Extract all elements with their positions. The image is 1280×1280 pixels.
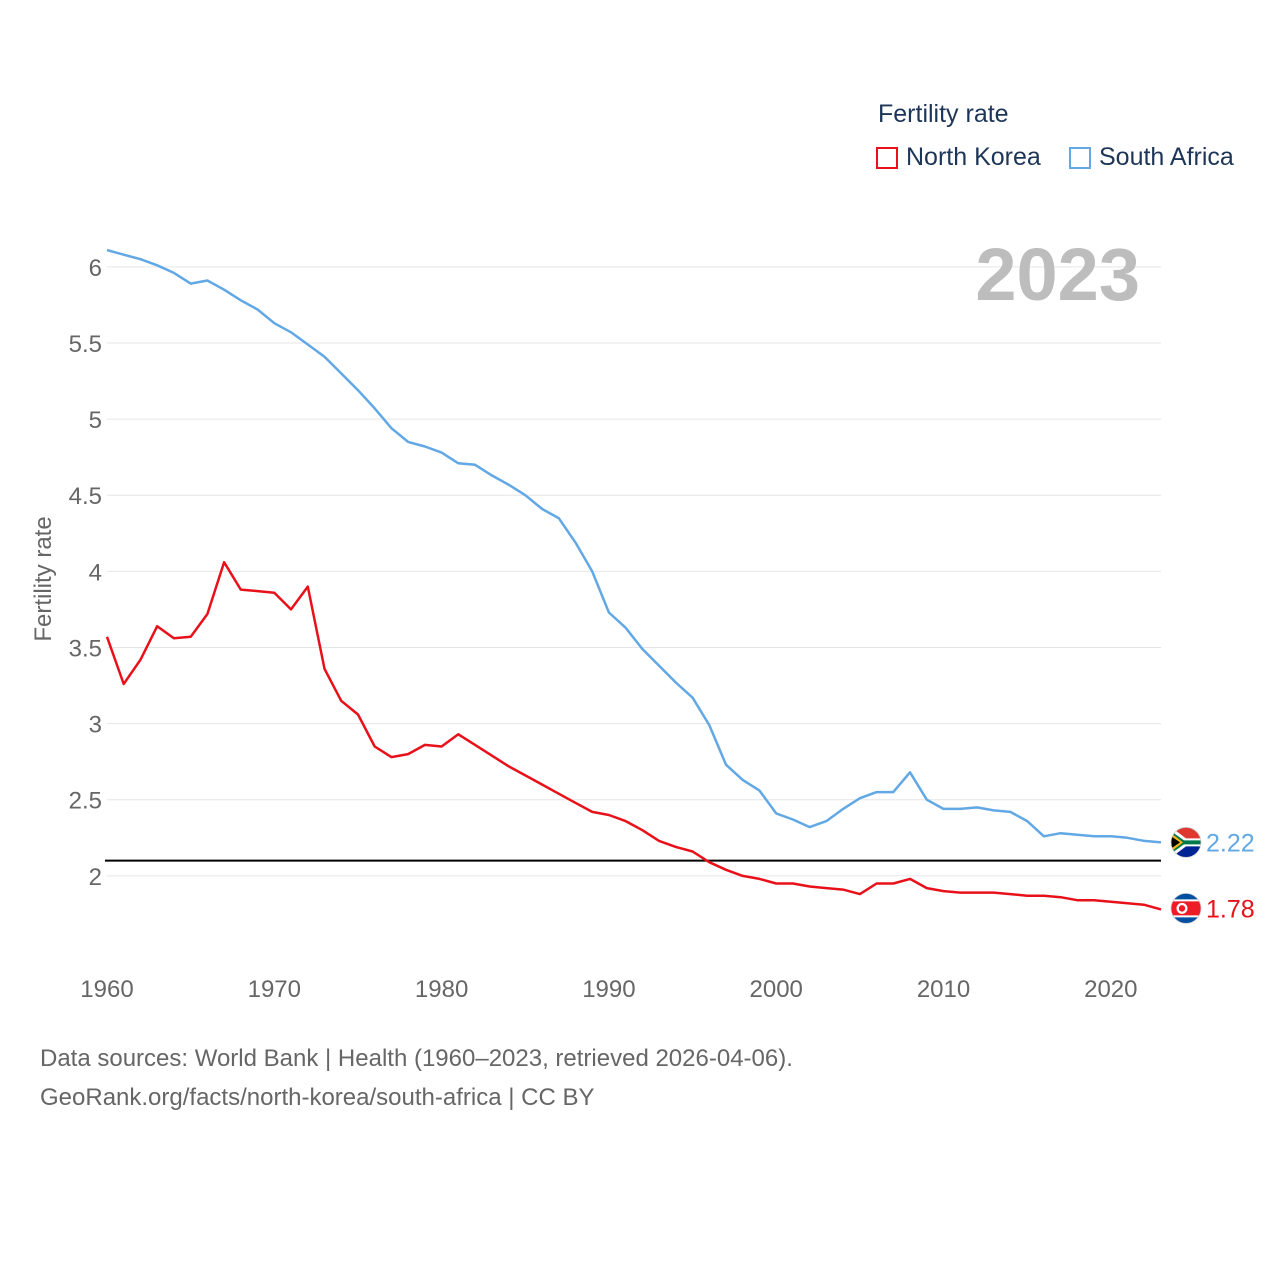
legend-label-north-korea: North Korea (906, 143, 1041, 171)
legend-item-north-korea[interactable]: North Korea (876, 143, 1041, 172)
source-url[interactable]: GeoRank.org/facts/north-korea/south-afri… (40, 1084, 595, 1111)
y-axis-ticks: 2 2.5 3 3.5 4 4.5 5 5.5 6 (69, 255, 102, 891)
x-tick-label: 2000 (750, 976, 803, 1003)
y-tick-label: 5.5 (69, 331, 102, 358)
y-tick-label: 4.5 (69, 483, 102, 510)
gridlines (107, 266, 1161, 877)
series-line-south-africa[interactable] (106, 248, 1162, 844)
y-axis-label: Fertility rate (30, 516, 57, 641)
legend-label-south-africa: South Africa (1099, 143, 1234, 171)
x-tick-label: 2020 (1084, 976, 1137, 1003)
y-tick-label: 3.5 (69, 635, 102, 662)
x-tick-label: 1970 (248, 976, 301, 1003)
y-tick-label: 6 (89, 255, 102, 282)
end-label-north-korea: 1.78 (1206, 895, 1255, 923)
y-tick-label: 5 (89, 407, 102, 434)
year-badge: 2023 (975, 233, 1140, 316)
flag-south-africa (1170, 826, 1202, 858)
x-tick-label: 2010 (917, 976, 970, 1003)
x-axis-ticks: 1960 1970 1980 1990 2000 2010 2020 (80, 976, 1137, 1003)
y-tick-label: 2.5 (69, 788, 102, 815)
x-tick-label: 1980 (415, 976, 468, 1003)
flag-north-korea (1170, 892, 1202, 924)
x-tick-label: 1960 (80, 976, 133, 1003)
y-tick-label: 2 (89, 864, 102, 891)
source-note: Data sources: World Bank | Health (1960–… (40, 1045, 793, 1072)
legend-item-south-africa[interactable]: South Africa (1069, 143, 1234, 172)
y-tick-label: 4 (89, 559, 102, 586)
legend-swatch-south-africa (1069, 146, 1091, 169)
series-line-north-korea[interactable] (105, 560, 1162, 911)
legend-title: Fertility rate (878, 100, 1009, 128)
y-tick-label: 3 (89, 712, 102, 739)
end-labels: 1.78 2.22 (1170, 826, 1255, 924)
series-lines (105, 248, 1162, 911)
x-tick-label: 1990 (582, 976, 635, 1003)
end-label-south-africa: 2.22 (1206, 829, 1255, 857)
legend-swatch-north-korea (876, 146, 898, 169)
